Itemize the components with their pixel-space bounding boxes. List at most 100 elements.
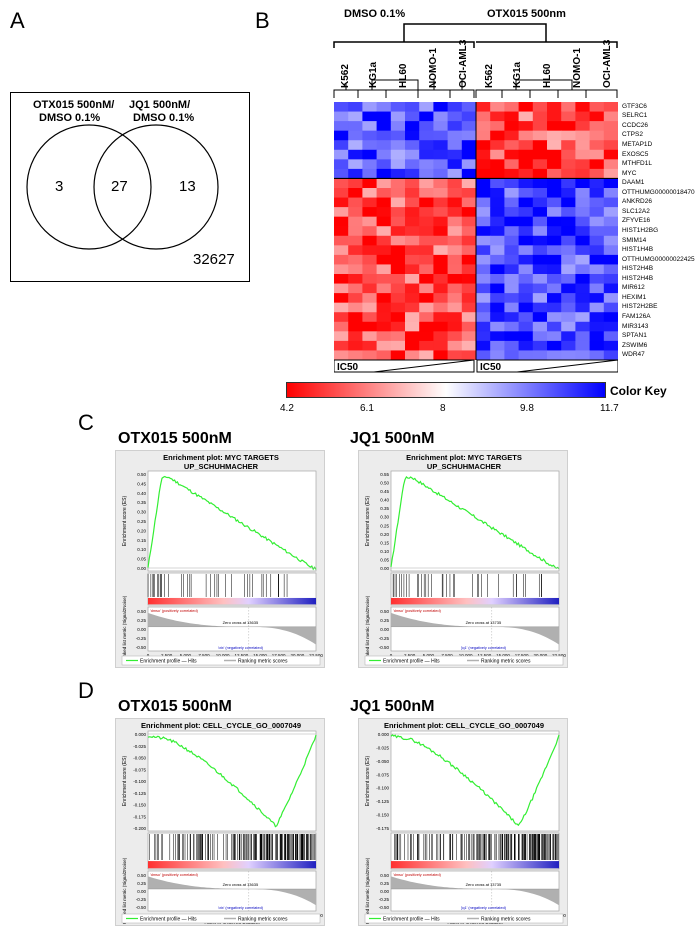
- heatmap-cell: [547, 121, 562, 132]
- heatmap-cell: [405, 121, 420, 132]
- heatmap-cell: [589, 159, 605, 170]
- venn-right-only: 13: [179, 178, 196, 195]
- heatmap-cell: [547, 178, 562, 189]
- zero-cross-label: Zero cross at 13735: [466, 620, 502, 625]
- venn-right-title-line1: JQ1 500nM/: [129, 99, 191, 111]
- heatmap-cell: [476, 254, 491, 265]
- heatmap-cell: [334, 321, 349, 332]
- heatmap-cell: [518, 283, 534, 294]
- heatmap-cell: [490, 102, 505, 113]
- heatmap-group-dmso: DMSO 0.1%: [344, 8, 406, 20]
- heatmap-gene-label: HIST1H2BG: [622, 227, 659, 234]
- x-tick-label: 10,000: [459, 653, 473, 658]
- heatmap-cell: [461, 293, 477, 304]
- heatmap-cell: [490, 254, 505, 265]
- heatmap-cell: [461, 121, 477, 132]
- heatmap-cell: [504, 197, 520, 208]
- heatmap-cell: [433, 102, 449, 113]
- heatmap-cell: [532, 197, 548, 208]
- heatmap-cell: [461, 254, 477, 265]
- heatmap-cell: [348, 178, 363, 189]
- heatmap-cell: [490, 197, 505, 208]
- heatmap-gene-label: CCDC26: [622, 121, 649, 129]
- heatmap-cell: [433, 302, 449, 313]
- heatmap-gene-label: CTPS2: [622, 131, 643, 139]
- heatmap-cell: [334, 350, 349, 360]
- heatmap-cell: [518, 254, 534, 265]
- x-tick-label: 17,500: [515, 653, 529, 658]
- heatmap-cell: [518, 245, 534, 256]
- heatmap-cell: [461, 140, 477, 151]
- venn-circle-right: [93, 124, 219, 250]
- heatmap-cell: [334, 121, 349, 132]
- heatmap-cell: [348, 197, 363, 208]
- heatmap-cell: [419, 350, 434, 360]
- heatmap-cell: [504, 130, 520, 141]
- metric-axis-label: Ranked list metric (Signal2Noise): [122, 857, 127, 924]
- heatmap-cell: [518, 350, 534, 360]
- heatmap-cell: [532, 149, 548, 160]
- heatmap-cell: [447, 283, 463, 294]
- heatmap-gene-label: HIST2H2BE: [622, 303, 658, 311]
- heatmap-cell: [561, 274, 576, 285]
- ic50-wedges: [334, 359, 618, 373]
- legend-box: [364, 913, 564, 924]
- heatmap-cell: [547, 207, 562, 218]
- heatmap-cell: [447, 130, 463, 141]
- heatmap-cell: [376, 197, 392, 208]
- gsea-plot-title: Enrichment plot: MYC TARGETS: [163, 453, 279, 462]
- es-tick-label: -0.150: [376, 813, 389, 818]
- heatmap-cell: [461, 312, 477, 323]
- heatmap-cell: [561, 178, 576, 189]
- heatmap-cell: [547, 140, 562, 151]
- heatmap-cell: [603, 140, 618, 151]
- gsea-d-left-title: OTX015 500nM: [118, 698, 232, 715]
- metric-axis-label: Ranked list metric (Signal2Noise): [122, 595, 127, 662]
- legend-enrichment-profile: Enrichment profile — Hits: [383, 917, 440, 923]
- heatmap-cell: [461, 274, 477, 285]
- heatmap-cell: [390, 264, 406, 275]
- heatmap-cell: [547, 102, 562, 113]
- venn-right-title: JQ1 500nM/ DMSO 0.1%: [129, 99, 194, 125]
- heatmap-column-label: OCI-AML3: [458, 39, 469, 88]
- heatmap-cell: [532, 102, 548, 113]
- heatmap-cell: [532, 350, 548, 360]
- heatmap-cell: [504, 149, 520, 160]
- heatmap-cell: [362, 130, 378, 141]
- enrichment-curve: [390, 475, 560, 570]
- heatmap-cell: [447, 159, 463, 170]
- heatmap-gene-label: MIR3143: [622, 322, 649, 330]
- heatmap-cell: [461, 102, 477, 113]
- heatmap-cell: [348, 350, 363, 360]
- heatmap-cell: [390, 283, 406, 294]
- heatmap-cell: [532, 216, 548, 227]
- enrichment-curve: [147, 734, 317, 828]
- heatmap-cell: [334, 264, 349, 275]
- heatmap-cell: [589, 235, 605, 246]
- heatmap-cell: [405, 178, 420, 189]
- heatmap-cell: [532, 321, 548, 332]
- heatmap-cell: [390, 216, 406, 227]
- heatmap-cell: [376, 168, 392, 179]
- heatmap-cell: [433, 140, 449, 151]
- es-tick-label: 0.25: [380, 523, 389, 528]
- heatmap-cell: [447, 188, 463, 199]
- venn-outside: 32627: [193, 251, 235, 268]
- heatmap-gene-label: OTTHUMG00000022425: [622, 255, 695, 263]
- heatmap-cell: [561, 102, 576, 113]
- es-tick-label: 0.10: [137, 547, 146, 552]
- heatmap-cell: [405, 254, 420, 265]
- heatmap-cell: [476, 216, 491, 227]
- metric-axis-label: Ranked list metric (Signal2Noise): [365, 595, 370, 662]
- heatmap-cell: [405, 188, 420, 199]
- heatmap-gene-label: SMIM14: [622, 236, 647, 244]
- heatmap-cell: [603, 130, 618, 141]
- heatmap-cell: [362, 283, 378, 294]
- heatmap-cell: [390, 321, 406, 332]
- heatmap-cell: [405, 245, 420, 256]
- heatmap-cell: [589, 102, 605, 113]
- es-tick-label: -0.075: [133, 767, 146, 772]
- heatmap-cell: [575, 293, 591, 304]
- negative-correlation-label: 'otx' (negatively correlated): [218, 646, 264, 650]
- legend-ranking-metric: Ranking metric scores: [238, 917, 288, 923]
